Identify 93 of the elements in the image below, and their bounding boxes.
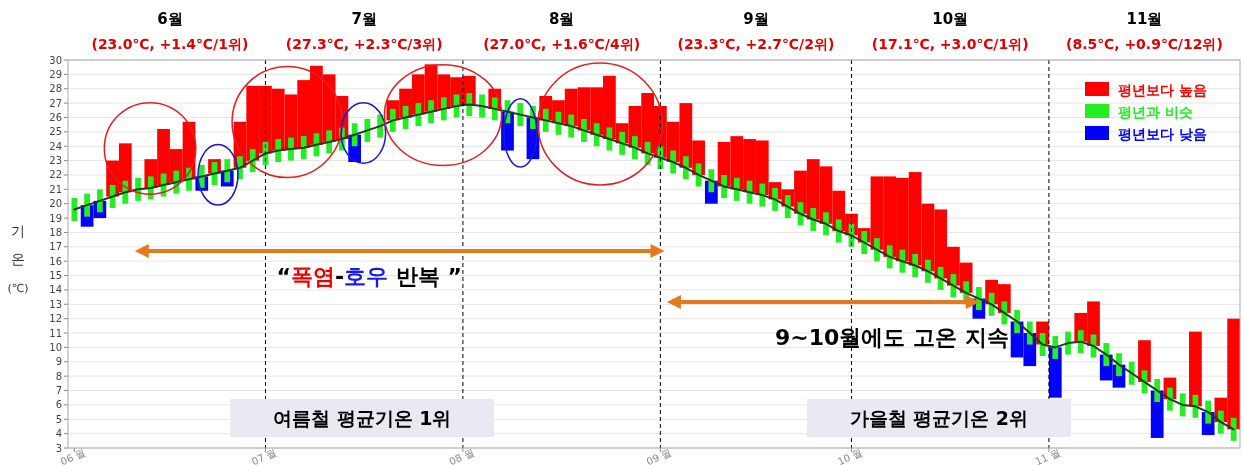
bar xyxy=(835,219,842,243)
bar xyxy=(632,136,638,160)
y-tick-label: 10 xyxy=(49,341,62,353)
bar xyxy=(491,97,498,121)
y-tick-label: 29 xyxy=(49,68,62,80)
bar xyxy=(682,156,689,180)
y-tick-label: 21 xyxy=(49,183,62,195)
x-tick-label: 10 월 xyxy=(835,446,865,465)
annotation: “폭염-호우 반복 ” xyxy=(276,264,462,289)
text: (23.0℃, +1.4℃/1위) xyxy=(91,36,249,52)
bar xyxy=(440,97,447,121)
bar xyxy=(1205,400,1212,424)
bar xyxy=(326,130,333,154)
y-tick-label: 4 xyxy=(55,428,62,440)
bar xyxy=(733,177,740,201)
bar xyxy=(925,259,931,283)
bar xyxy=(772,187,778,211)
bar xyxy=(861,231,868,254)
text: 7월 xyxy=(351,10,377,28)
y-tick-label: 11 xyxy=(49,327,62,339)
bar xyxy=(517,103,524,127)
y-tick-label: 5 xyxy=(55,413,62,425)
y-tick-label: 17 xyxy=(49,241,62,253)
y-tick-label: 14 xyxy=(49,284,62,296)
y-tick-label: 18 xyxy=(49,226,62,238)
text: 8월 xyxy=(548,10,575,28)
bar xyxy=(415,103,422,127)
y-tick-label: 28 xyxy=(49,83,62,95)
bar xyxy=(224,159,231,183)
bar xyxy=(466,93,473,117)
bar xyxy=(1065,331,1071,355)
text: (27.3℃, +2.3℃/3위) xyxy=(285,36,443,52)
text: 6월 xyxy=(157,10,183,28)
bar xyxy=(1077,330,1084,354)
y-tick-label: 3 xyxy=(55,442,62,454)
bar xyxy=(542,108,549,132)
text: (23.3℃, +2.7℃/2위) xyxy=(677,36,835,52)
y-axis-title: 기온(℃) xyxy=(7,223,29,295)
y-tick-label: 9 xyxy=(55,356,62,368)
y-tick-label: 19 xyxy=(49,212,62,224)
bar xyxy=(810,208,817,232)
x-tick-label: 08 월 xyxy=(447,446,476,465)
bar xyxy=(670,150,676,174)
text: 11월 xyxy=(1126,10,1163,28)
bar xyxy=(1167,387,1173,411)
bar xyxy=(1179,393,1186,417)
y-tick-label: 12 xyxy=(49,313,62,325)
y-tick-label: 22 xyxy=(49,169,62,181)
bar xyxy=(479,94,485,118)
text: 10월 xyxy=(932,10,969,28)
bar xyxy=(912,254,919,277)
annotation: 가을철 평균기온 2위 xyxy=(849,407,1029,429)
y-tick-label: 15 xyxy=(49,270,62,282)
bar xyxy=(823,212,829,236)
annotation: 여름철 평균기온 1위 xyxy=(272,407,452,429)
x-tick-label: 11 월 xyxy=(1033,446,1062,465)
y-tick-label: 20 xyxy=(49,198,62,210)
text: (27.0℃, +1.6℃/4위) xyxy=(483,36,641,52)
y-tick-label: 26 xyxy=(49,111,62,123)
legend-label: 평년보다 높음 xyxy=(1118,82,1207,98)
y-tick-label: 13 xyxy=(49,298,62,310)
x-tick-label: 09 월 xyxy=(644,446,673,465)
bar xyxy=(581,118,587,142)
bar xyxy=(84,193,90,217)
bar xyxy=(96,189,103,213)
y-tick-label: 27 xyxy=(49,97,62,109)
y-tick-label: 7 xyxy=(55,385,62,397)
bar xyxy=(389,108,396,132)
legend-label: 평년과 비슷 xyxy=(1118,104,1193,120)
bar xyxy=(428,100,434,124)
y-tick-label: 24 xyxy=(49,140,62,152)
text: (8.5℃, +0.9℃/12위) xyxy=(1066,36,1223,52)
y-tick-label: 16 xyxy=(49,255,62,267)
line-series xyxy=(73,103,1235,431)
bar xyxy=(593,123,600,147)
y-tick-label: 6 xyxy=(55,399,62,411)
bar xyxy=(300,136,307,160)
bar xyxy=(708,169,715,193)
y-tick-label: 25 xyxy=(49,126,62,138)
y-tick-label: 30 xyxy=(49,54,62,66)
legend-label: 평년보다 낮음 xyxy=(1118,126,1207,142)
y-tick-label: 23 xyxy=(49,155,62,167)
bar xyxy=(1189,331,1202,407)
annotation: 9~10월에도 고온 지속 xyxy=(775,325,1009,350)
text: (17.1℃, +3.0℃/1위) xyxy=(871,36,1029,52)
bar xyxy=(1052,335,1059,359)
text: 9월 xyxy=(743,10,769,28)
bar xyxy=(288,137,294,161)
bar xyxy=(759,183,766,207)
bar xyxy=(721,174,727,198)
y-tick-label: 8 xyxy=(55,370,62,382)
bar xyxy=(275,139,282,163)
x-tick-label: 07 월 xyxy=(249,446,279,465)
